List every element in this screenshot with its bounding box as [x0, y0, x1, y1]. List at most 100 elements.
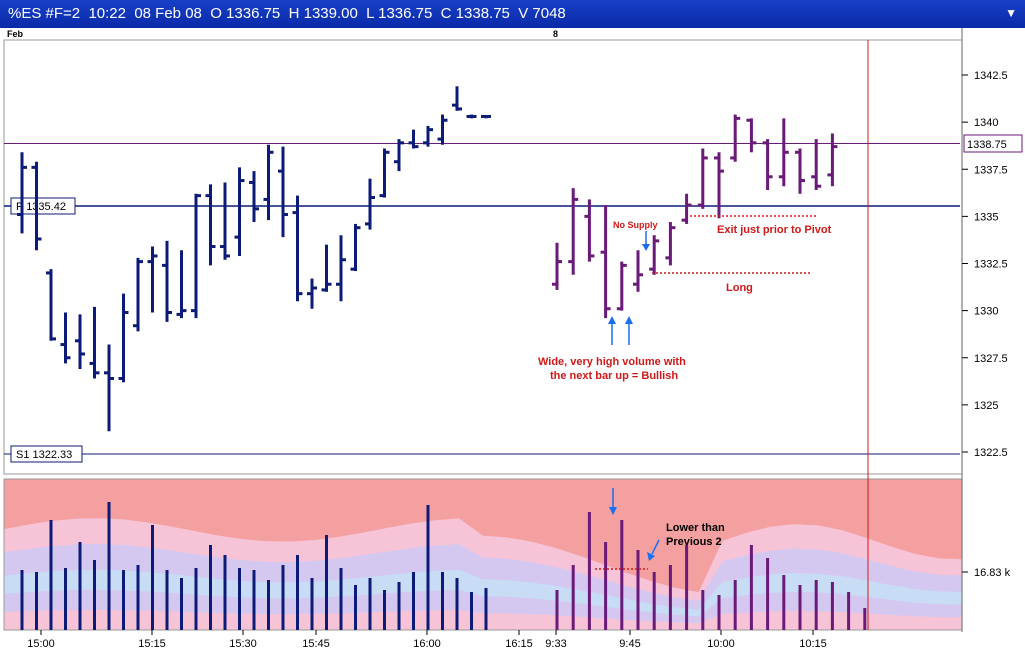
lower-than-text-line1: Lower than — [666, 522, 725, 534]
arrow-down-icon — [609, 488, 617, 515]
ohlc-bar — [584, 199, 595, 262]
price-tick-label: 1337.5 — [974, 164, 1008, 176]
ohlc-bar — [552, 242, 562, 290]
ohlc-bar — [205, 184, 216, 266]
arrow-down-icon — [642, 231, 650, 251]
time-tick-label: 16:00 — [413, 638, 441, 650]
ohlc-bar — [811, 139, 822, 190]
ohlc-bar — [162, 240, 172, 322]
ohlc-bar — [437, 114, 448, 145]
ohlc-bar — [665, 222, 676, 266]
lower-than-text-line2: Previous 2 — [666, 536, 722, 548]
ohlc-bar — [795, 148, 805, 194]
exit-text: Exit just prior to Pivot — [717, 224, 832, 236]
time-tick-label: 15:15 — [138, 638, 166, 650]
time-tick-label: 16:15 — [505, 638, 533, 650]
ohlc-bar — [481, 114, 491, 119]
last-price-box — [963, 134, 1023, 153]
time-tick-label: 10:00 — [707, 638, 735, 650]
pivot-label: P 1335.42 — [16, 201, 66, 213]
last-price-label: 1338.75 — [967, 139, 1007, 151]
ohlc-bar — [568, 188, 579, 275]
ohlc-bar — [46, 269, 56, 341]
ohlc-bar — [762, 139, 773, 190]
ohlc-bar — [249, 171, 259, 223]
ohlc-bar — [778, 118, 789, 187]
ohlc-bar — [118, 293, 129, 383]
ohlc-bar — [350, 223, 361, 272]
ohlc-bar — [394, 139, 404, 172]
volume-bars — [20, 502, 867, 630]
pivot-label-box — [10, 197, 76, 215]
ohlc-bar — [220, 182, 230, 260]
time-tick-label: 10:15 — [799, 638, 827, 650]
ohlc-bar — [697, 148, 708, 209]
ohlc-bar — [365, 178, 375, 230]
ohlc-bar — [75, 314, 85, 370]
ohlc-bar — [60, 312, 71, 364]
price-tick-label: 1322.5 — [974, 447, 1008, 459]
ohlc-bar — [827, 133, 838, 187]
time-tick-label: 15:45 — [302, 638, 330, 650]
price-tick-label: 1335 — [974, 211, 998, 223]
ohlc-bar — [681, 193, 692, 224]
price-tick-label: 1330 — [974, 306, 998, 318]
ohlc-bar — [714, 152, 724, 219]
ohlc-bar — [89, 306, 100, 379]
ohlc-bar — [147, 246, 158, 313]
ohlc-bar — [616, 261, 627, 311]
price-bars — [17, 86, 838, 432]
price-panel — [3, 39, 963, 475]
support-label: S1 1322.33 — [16, 449, 72, 461]
ohlc-bar — [292, 195, 303, 302]
price-tick-label: 1340 — [974, 117, 998, 129]
wide-text-line2: the next bar up = Bullish — [550, 370, 678, 382]
ohlc-bar — [423, 125, 433, 147]
ohlc-bar — [452, 86, 462, 111]
ohlc-bar — [176, 250, 187, 319]
ohlc-bar — [633, 250, 643, 292]
ohlc-bar — [321, 244, 332, 292]
time-tick-label: 15:00 — [27, 638, 55, 650]
ohlc-bar — [17, 152, 27, 234]
volume-bands — [4, 479, 962, 630]
day-label: 8 — [553, 29, 558, 39]
ohlc-bar — [133, 257, 143, 332]
ohlc-bar — [307, 278, 317, 309]
ohlc-bar — [649, 235, 660, 275]
ohlc-bar — [263, 144, 274, 221]
wide-text-line1: Wide, very high volume with — [538, 356, 686, 368]
time-axis: 15:00 15:15 15:30 15:45 16:00 16:15 9:33 9:45 10… — [27, 630, 827, 650]
time-tick-label: 9:45 — [619, 638, 640, 650]
chart-area: Feb 8 P 1335.42 S1 1322.33 1342.5 1340 133… — [3, 28, 1023, 650]
ohlc-bar — [379, 148, 390, 198]
price-axis: 1342.5 1340 1337.5 1335 1332.5 1330 1327.5 1325… — [962, 70, 1008, 459]
title-bar: %ES #F=2 10:22 08 Feb 08 O 1336.75 H 133… — [0, 0, 1025, 28]
arrow-down-left-icon — [647, 539, 660, 561]
ohlc-bar — [336, 235, 346, 302]
ohlc-bar — [746, 118, 757, 153]
volume-axis-label: 16.83 k — [974, 567, 1011, 579]
month-label: Feb — [7, 29, 24, 39]
ohlc-bar — [191, 193, 201, 319]
ohlc-bar — [234, 167, 245, 256]
long-text: Long — [726, 282, 753, 294]
price-tick-label: 1325 — [974, 400, 998, 412]
ohlc-bar — [104, 344, 114, 432]
arrow-up-icon — [625, 316, 633, 345]
time-tick-label: 9:33 — [545, 638, 566, 650]
no-supply-text: No Supply — [613, 220, 658, 230]
support-label-box — [10, 445, 83, 463]
ohlc-bar — [278, 146, 288, 238]
ohlc-bar — [730, 114, 741, 162]
time-tick-label: 15:30 — [229, 638, 257, 650]
chevron-down-icon[interactable]: ▼ — [1005, 6, 1017, 20]
volume-band — [4, 609, 962, 630]
ohlc-bar — [466, 114, 477, 119]
arrow-up-icon — [608, 316, 616, 345]
ohlc-bar — [408, 129, 419, 149]
ohlc-bar — [31, 161, 42, 251]
chart-title: %ES #F=2 10:22 08 Feb 08 O 1336.75 H 133… — [8, 5, 566, 22]
annotations: No Supply Exit just prior to Pivot Long … — [538, 215, 832, 570]
ohlc-bar — [600, 205, 611, 319]
